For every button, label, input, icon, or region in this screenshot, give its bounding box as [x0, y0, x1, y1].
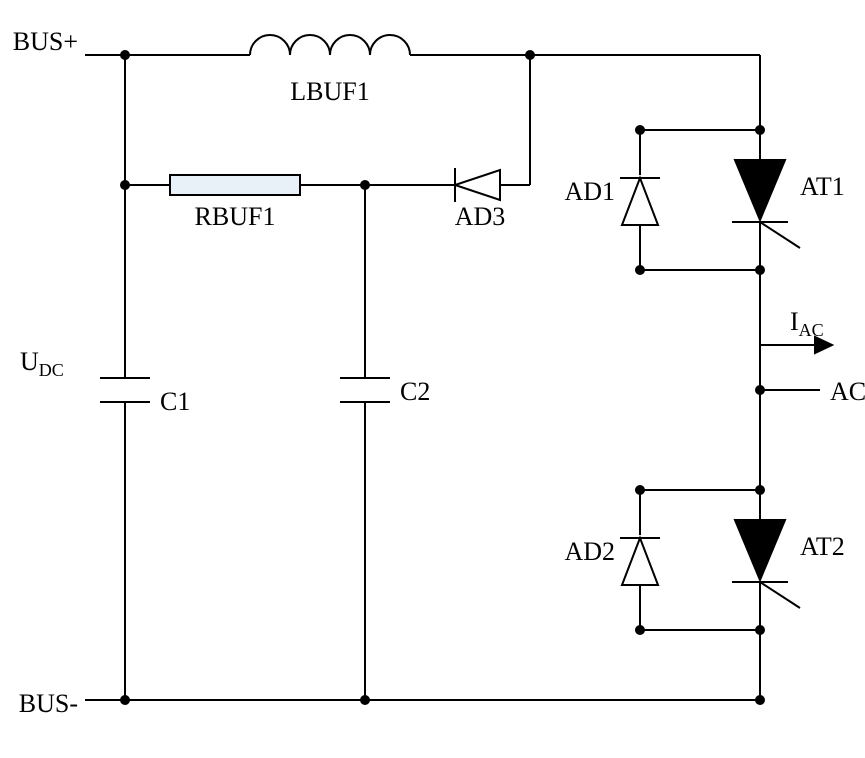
label-c1: C1 [160, 387, 190, 416]
diode-ad3 [455, 168, 500, 202]
label-at1: AT1 [800, 172, 845, 201]
label-ad2: AD2 [564, 537, 615, 566]
circuit-schematic: BUS+ BUS- UDC C1 C2 LBUF1 RBUF1 AD3 AD1 … [0, 0, 865, 758]
label-bus-plus: BUS+ [13, 27, 78, 56]
capacitor-c2 [340, 378, 390, 402]
label-ad1: AD1 [564, 177, 615, 206]
label-c2: C2 [400, 377, 430, 406]
thyristor-at1 [732, 130, 800, 270]
capacitor-c1 [100, 378, 150, 402]
label-ac: AC [830, 377, 865, 406]
label-iac: IAC [790, 307, 824, 340]
thyristor-at2 [732, 490, 800, 630]
resistor-rbuf1 [170, 175, 300, 195]
diode-ad2 [620, 538, 660, 585]
label-rbuf1: RBUF1 [195, 202, 276, 231]
label-bus-minus: BUS- [19, 689, 78, 718]
label-udc: UDC [20, 347, 64, 380]
diode-ad1 [620, 178, 660, 225]
label-lbuf1: LBUF1 [290, 77, 369, 106]
label-at2: AT2 [800, 532, 845, 561]
label-ad3: AD3 [455, 202, 506, 231]
inductor-lbuf1 [250, 35, 410, 55]
